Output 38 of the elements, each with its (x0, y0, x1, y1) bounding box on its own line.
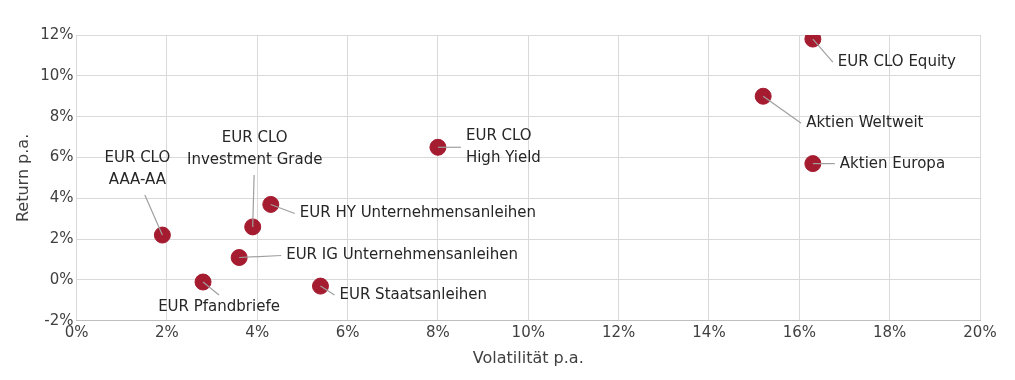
x-tick-label: 16% (782, 322, 816, 341)
x-axis-title: Volatilität p.a. (472, 347, 584, 367)
point (244, 218, 262, 236)
annotation: EUR HY Unternehmensanleihen (299, 203, 537, 222)
y-tick-label: 12% (40, 24, 74, 43)
y-tick-label: 10% (40, 65, 74, 84)
y-tick-label: 2% (49, 229, 74, 248)
point (804, 155, 822, 173)
x-tick-label: 12% (601, 322, 636, 341)
annotation: EUR Staatsanleihen (339, 284, 488, 303)
annotation: EUR CLO High Yield (465, 126, 541, 167)
annotation: Aktien Weltweit (806, 113, 924, 132)
annotation: EUR CLO AAA-AA (104, 147, 171, 188)
x-tick-label: 6% (335, 322, 360, 341)
point (311, 277, 329, 295)
point (230, 249, 248, 267)
y-tick-label: 6% (49, 147, 74, 166)
annotation: EUR CLO Investment Grade (186, 127, 323, 168)
x-tick-label: 8% (426, 322, 450, 341)
point (754, 87, 772, 105)
annotation: EUR Pfandbriefe (158, 296, 280, 315)
y-axis-title: Return p.a. (12, 133, 32, 223)
annotation: EUR CLO Equity (837, 51, 956, 70)
y-tick-label: 0% (49, 269, 74, 288)
x-tick-label: 2% (154, 322, 179, 341)
x-tick-label: 14% (692, 322, 726, 341)
point (153, 226, 171, 244)
x-tick-label: 20% (963, 322, 997, 341)
y-tick-label: 8% (49, 106, 74, 125)
x-tick-label: 4% (245, 322, 270, 341)
point (429, 138, 447, 156)
x-tick-label: 18% (872, 322, 907, 341)
point (262, 195, 280, 213)
annotation: Aktien Europa (839, 153, 946, 172)
annotation: EUR IG Unternehmensanleihen (286, 245, 519, 264)
point (194, 273, 212, 291)
x-tick-label: 10% (511, 322, 545, 341)
y-tick-label: 4% (49, 188, 74, 207)
